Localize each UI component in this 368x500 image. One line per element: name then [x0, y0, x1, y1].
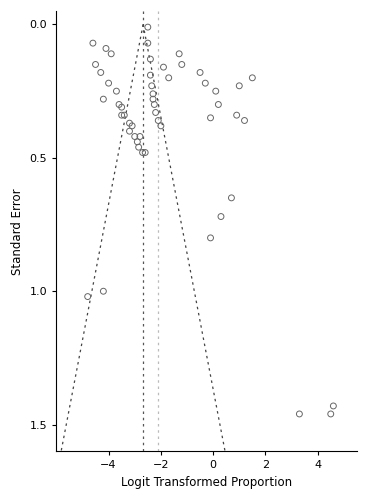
Point	[234, 111, 240, 119]
Point	[121, 111, 127, 119]
Point	[241, 116, 247, 124]
Point	[93, 60, 99, 68]
Point	[113, 87, 119, 95]
Point	[90, 39, 96, 47]
Point	[236, 82, 242, 90]
Point	[119, 111, 125, 119]
Point	[106, 79, 112, 87]
Point	[127, 127, 132, 135]
Point	[129, 122, 135, 130]
Point	[119, 103, 125, 111]
Point	[142, 148, 148, 156]
Point	[137, 132, 143, 140]
Point	[108, 50, 114, 58]
Point	[250, 74, 255, 82]
Point	[100, 287, 106, 295]
Point	[208, 114, 213, 122]
Point	[132, 132, 138, 140]
Point	[127, 119, 132, 127]
Point	[330, 402, 336, 410]
Point	[158, 122, 164, 130]
Point	[148, 55, 153, 63]
Point	[85, 292, 91, 300]
Point	[136, 143, 142, 151]
Point	[155, 116, 161, 124]
Point	[328, 410, 334, 418]
Point	[139, 148, 145, 156]
Point	[213, 87, 219, 95]
Point	[166, 74, 171, 82]
Point	[229, 194, 234, 202]
Point	[151, 100, 157, 108]
Point	[103, 44, 109, 52]
Point	[202, 79, 208, 87]
Point	[197, 68, 203, 76]
Point	[98, 68, 104, 76]
Point	[150, 90, 156, 98]
Point	[160, 63, 166, 71]
Point	[153, 108, 159, 116]
Point	[100, 95, 106, 103]
Point	[150, 95, 156, 103]
Point	[116, 100, 122, 108]
Point	[215, 100, 221, 108]
Point	[179, 60, 185, 68]
Point	[176, 50, 182, 58]
Point	[145, 39, 151, 47]
Point	[145, 23, 151, 31]
Point	[218, 212, 224, 220]
Point	[297, 410, 302, 418]
Point	[208, 234, 213, 242]
X-axis label: Logit Transformed Proportion: Logit Transformed Proportion	[121, 476, 292, 489]
Point	[149, 82, 155, 90]
Point	[134, 138, 140, 146]
Y-axis label: Standard Error: Standard Error	[11, 188, 24, 274]
Point	[148, 71, 153, 79]
